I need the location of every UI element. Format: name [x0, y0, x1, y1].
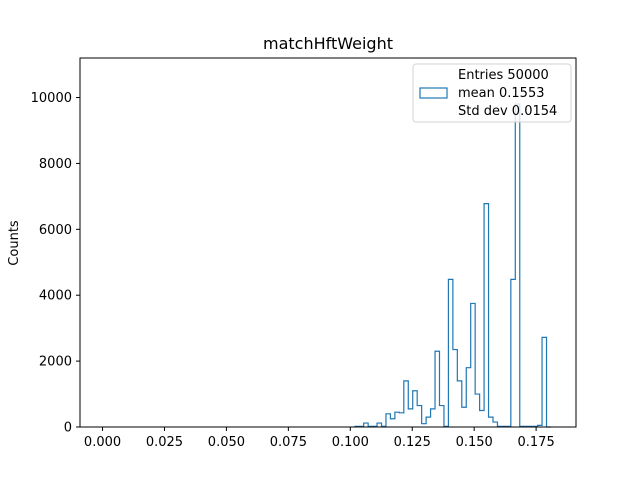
y-tick-label: 4000 — [39, 289, 72, 304]
x-tick-label: 0.175 — [518, 435, 555, 450]
y-tick-label: 6000 — [39, 223, 72, 238]
histogram-series-line — [354, 103, 551, 428]
legend-swatch — [419, 87, 448, 99]
legend: Entries 50000 mean 0.1553 Std dev 0.0154 — [412, 63, 572, 123]
y-tick-label: 0 — [64, 421, 72, 436]
y-tick-label: 10000 — [31, 91, 72, 106]
x-tick-label: 0.150 — [456, 435, 493, 450]
legend-box — [412, 63, 572, 123]
legend-stddev: Std dev 0.0154 — [458, 104, 557, 119]
x-tick-label: 0.050 — [208, 435, 245, 450]
x-tick-label: 0.125 — [394, 435, 431, 450]
y-axis-label: Counts — [7, 220, 22, 266]
legend-mean: mean 0.1553 — [458, 86, 545, 101]
x-tick-label: 0.025 — [146, 435, 183, 450]
legend-entries: Entries 50000 — [458, 68, 549, 83]
x-tick-label: 0.100 — [332, 435, 369, 450]
x-tick-label: 0.075 — [270, 435, 307, 450]
plot-area-frame — [79, 57, 577, 428]
y-tick-label: 2000 — [39, 355, 72, 370]
axis-ticks: 0.000 0.025 0.050 0.075 0.100 0.125 0.150 0.175… — [31, 91, 555, 450]
chart-title: matchHftWeight — [263, 34, 393, 53]
y-tick-label: 8000 — [39, 157, 72, 172]
x-tick-label: 0.000 — [84, 435, 121, 450]
